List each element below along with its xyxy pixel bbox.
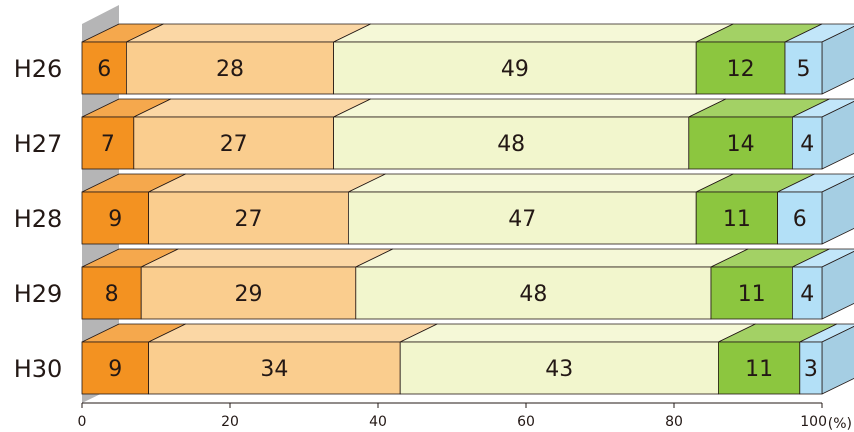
bar-top-face-h28-3: [347, 173, 734, 193]
category-label-h29: H29: [14, 280, 63, 308]
category-label-h27: H27: [14, 130, 63, 158]
bar-h26-segment-5: [784, 41, 823, 95]
bar-top-face-h30-2: [148, 323, 438, 343]
category-labels: H26 H27 H28 H29 H30: [14, 55, 63, 383]
x-tick-label-80: 80: [665, 414, 683, 430]
bar-h30-segment-5: [799, 341, 823, 395]
data-label-h29-1: 8: [105, 282, 119, 307]
bar-h27-segment-3: [333, 116, 690, 170]
bar-top-face-h27-2: [133, 98, 372, 118]
bar-h27-segment-4: [688, 116, 793, 170]
data-label-h28-1: 9: [108, 207, 122, 232]
category-label-h26: H26: [14, 55, 63, 83]
bar-row-h29: 8 29 48 11 4: [81, 248, 854, 320]
bar-h30-segment-1: [81, 341, 149, 395]
x-axis-unit: (%): [828, 416, 852, 432]
x-tick-label-60: 60: [517, 414, 535, 430]
bar-h27-segment-2: [133, 116, 335, 170]
x-axis: 0 20 40 60 80 100 (%): [78, 402, 852, 432]
bar-top-face-h27-3: [333, 98, 727, 118]
bars: 6 28 49 12 57 27 48 14 49 27 47 11 68 29 48 11 49 34 43 11 3: [81, 23, 854, 395]
data-label-h29-4: 11: [738, 282, 766, 307]
bar-top-face-h29-2: [140, 248, 394, 268]
x-tick-label-20: 20: [221, 414, 239, 430]
bar-h26-segment-2: [126, 41, 334, 95]
data-label-h27-2: 27: [220, 132, 248, 157]
data-label-h26-5: 5: [797, 57, 811, 82]
data-label-h27-3: 48: [497, 132, 525, 157]
data-label-h30-1: 9: [108, 357, 122, 382]
bar-row-h30: 9 34 43 11 3: [81, 323, 854, 395]
bar-top-face-h26-3: [333, 23, 734, 43]
bar-h28-segment-2: [148, 191, 349, 245]
data-label-h30-3: 43: [545, 357, 573, 382]
data-label-h30-4: 11: [745, 357, 773, 382]
data-label-h30-2: 34: [260, 357, 288, 382]
bar-h30-segment-3: [399, 341, 719, 395]
bar-h28-segment-3: [347, 191, 697, 245]
category-label-h30: H30: [14, 355, 63, 383]
bar-top-face-h30-3: [399, 323, 756, 343]
bar-top-face-h26-2: [126, 23, 372, 43]
data-label-h28-5: 6: [793, 207, 807, 232]
data-label-h27-5: 4: [800, 132, 814, 157]
bar-h28-segment-5: [777, 191, 823, 245]
bar-row-h28: 9 27 47 11 6: [81, 173, 854, 245]
x-tick-label-100: 100: [800, 414, 827, 430]
bar-h29-segment-5: [792, 266, 823, 320]
data-label-h26-3: 49: [501, 57, 529, 82]
bar-h29-segment-1: [81, 266, 142, 320]
data-label-h28-4: 11: [723, 207, 751, 232]
bar-h29-segment-4: [710, 266, 793, 320]
data-label-h27-4: 14: [727, 132, 755, 157]
category-label-h28: H28: [14, 205, 63, 233]
bar-h26-segment-3: [333, 41, 697, 95]
data-label-h30-5: 3: [804, 357, 818, 382]
data-label-h29-3: 48: [519, 282, 547, 307]
bar-h29-segment-2: [140, 266, 357, 320]
x-tick-label-40: 40: [369, 414, 387, 430]
bar-row-h27: 7 27 48 14 4: [81, 98, 854, 170]
data-label-h26-1: 6: [97, 57, 111, 82]
data-label-h26-4: 12: [727, 57, 755, 82]
data-label-h29-5: 4: [800, 282, 814, 307]
data-label-h28-3: 47: [508, 207, 536, 232]
bar-h27-segment-5: [792, 116, 823, 170]
bar-h26-segment-4: [695, 41, 786, 95]
data-label-h28-2: 27: [235, 207, 263, 232]
data-label-h26-2: 28: [216, 57, 244, 82]
bar-h30-segment-2: [148, 341, 401, 395]
bar-h27-segment-1: [81, 116, 135, 170]
bar-top-face-h28-2: [148, 173, 386, 193]
bar-h29-segment-3: [355, 266, 712, 320]
bar-top-face-h29-3: [355, 248, 749, 268]
x-tick-label-0: 0: [78, 414, 87, 430]
data-label-h27-1: 7: [101, 132, 115, 157]
bar-h30-segment-4: [718, 341, 801, 395]
bar-row-h26: 6 28 49 12 5: [81, 23, 854, 95]
data-label-h29-2: 29: [235, 282, 263, 307]
